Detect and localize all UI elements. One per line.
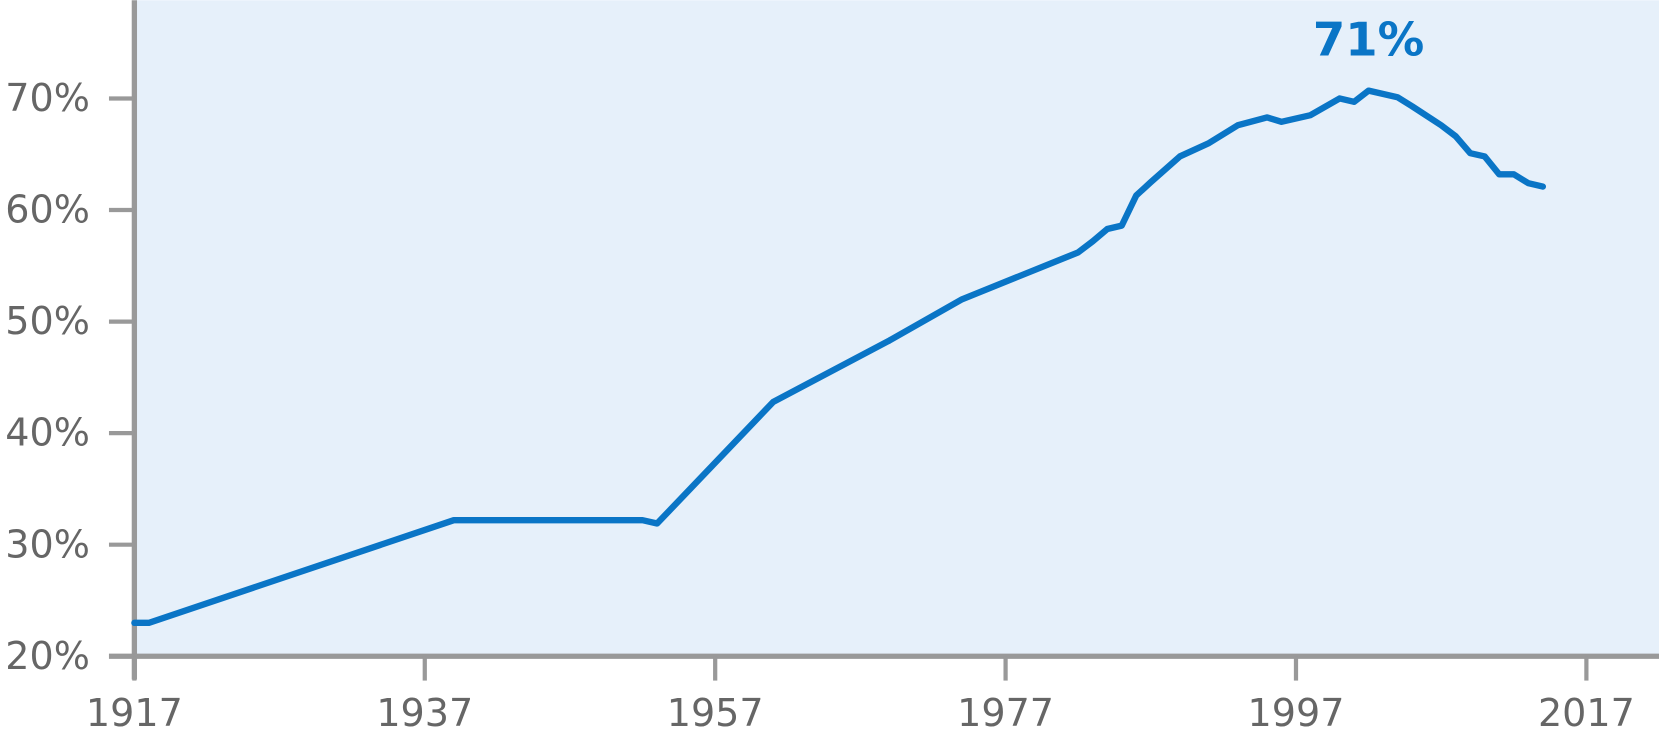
y-tick-label: 30% (5, 522, 90, 566)
y-tick-label: 40% (5, 411, 90, 455)
y-tick-label: 70% (5, 76, 90, 120)
x-tick-label: 1957 (667, 691, 764, 735)
x-tick-label: 1997 (1248, 691, 1345, 735)
y-tick-label: 20% (5, 634, 90, 678)
x-tick-label: 1937 (376, 691, 473, 735)
data-line (131, 87, 1547, 626)
x-tick-label: 2017 (1538, 691, 1635, 735)
y-tick-label: 60% (5, 188, 90, 232)
plot-background (134, 0, 1659, 657)
x-tick-label: 1917 (86, 691, 183, 735)
x-tick-label: 1977 (957, 691, 1054, 735)
y-tick-label: 50% (5, 299, 90, 343)
annotation: 71% (1313, 13, 1424, 67)
